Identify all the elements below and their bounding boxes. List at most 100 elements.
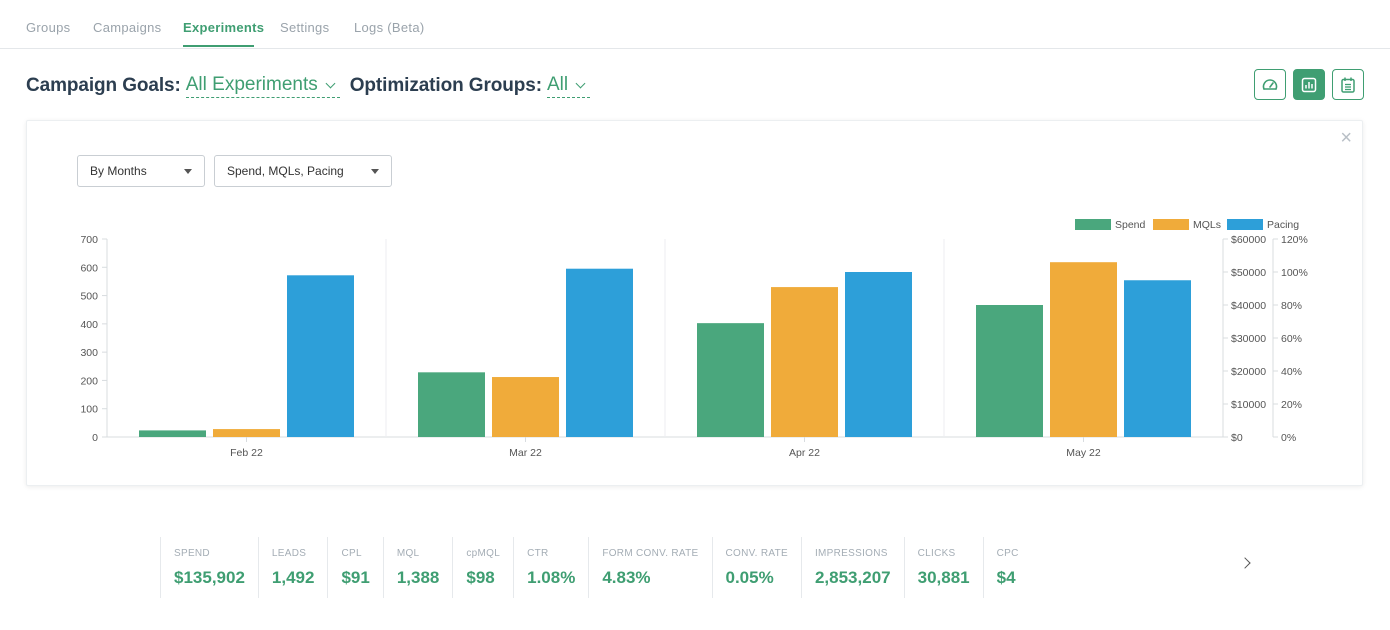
optimization-groups-label: Optimization Groups: xyxy=(349,75,542,96)
caret-down-icon xyxy=(371,168,379,174)
y-right-percent-tick-label: 80% xyxy=(1281,300,1302,312)
stat-cpc: CPC $4 xyxy=(982,537,1032,598)
campaign-goals-value: All Experiments xyxy=(185,74,318,95)
stat-label: cpMQL xyxy=(466,548,501,559)
legend-swatch-pacing xyxy=(1227,219,1263,230)
y-right-percent-tick-label: 120% xyxy=(1281,234,1308,246)
bar-chart-icon xyxy=(1301,77,1317,92)
legend-swatch-mqls xyxy=(1153,219,1189,230)
y-left-tick-label: 200 xyxy=(80,375,98,387)
stat-value: $135,902 xyxy=(174,568,245,587)
stats-strip: SPEND $135,902 LEADS 1,492 CPL $91 MQL 1,388 cpM… xyxy=(160,537,1032,598)
stat-label: LEADS xyxy=(271,548,307,559)
tab-settings[interactable]: Settings xyxy=(280,20,330,35)
stat-spend: SPEND $135,902 xyxy=(160,537,258,598)
bar-mqls-feb-22 xyxy=(213,429,280,437)
stat-value: 1.08% xyxy=(527,568,576,587)
y-left-tick-label: 100 xyxy=(80,404,98,416)
tab-logs[interactable]: Logs (Beta) xyxy=(354,20,425,35)
y-left-tick-label: 400 xyxy=(80,319,98,331)
y-right-currency-tick-label: $50000 xyxy=(1231,267,1266,279)
bar-spend-apr-22 xyxy=(697,323,764,437)
y-right-currency-tick-label: $60000 xyxy=(1231,234,1266,246)
campaign-goals-label: Campaign Goals: xyxy=(26,75,181,96)
stat-cpmql: cpMQL $98 xyxy=(452,537,513,598)
y-right-percent-tick-label: 0% xyxy=(1281,432,1296,444)
stat-cpl: CPL $91 xyxy=(327,537,382,598)
campaign-goals-dropdown[interactable]: All Experiments xyxy=(185,74,340,98)
y-right-percent-tick-label: 40% xyxy=(1281,366,1302,378)
optimization-groups-dropdown[interactable]: All xyxy=(546,74,591,98)
gauge-icon xyxy=(1262,78,1278,90)
stat-value: $4 xyxy=(996,568,1016,587)
x-tick-label: Apr 22 xyxy=(789,447,820,459)
stat-value: 1,492 xyxy=(271,568,315,587)
legend-label-mqls: MQLs xyxy=(1193,219,1221,231)
stat-impressions: IMPRESSIONS 2,853,207 xyxy=(800,537,904,598)
y-left-tick-label: 700 xyxy=(80,234,98,246)
chart-view-button[interactable] xyxy=(1293,69,1325,100)
stat-value: 1,388 xyxy=(396,568,440,587)
y-right-currency-tick-label: $0 xyxy=(1231,432,1243,444)
bar-pacing-apr-22 xyxy=(845,272,912,437)
y-right-currency-tick-label: $30000 xyxy=(1231,333,1266,345)
legend-label-spend: Spend xyxy=(1115,219,1146,231)
tab-experiments[interactable]: Experiments xyxy=(183,20,265,35)
gauge-view-button[interactable] xyxy=(1254,69,1286,100)
stat-value: 2,853,207 xyxy=(814,568,891,587)
metrics-select[interactable]: Spend, MQLs, Pacing xyxy=(214,155,392,187)
stat-mql: MQL 1,388 xyxy=(382,537,453,598)
stat-conv-rate: CONV. RATE 0.05% xyxy=(711,537,801,598)
bar-pacing-feb-22 xyxy=(287,275,354,437)
stat-leads: LEADS 1,492 xyxy=(257,537,328,598)
stat-label: CTR xyxy=(527,548,549,559)
calendar-view-button[interactable] xyxy=(1332,69,1364,100)
chevron-down-icon xyxy=(575,78,586,88)
legend-label-pacing: Pacing xyxy=(1267,219,1299,231)
bar-chart: 0 100 200 300 400 500 600 700 $0 $10000 $20000 $300… xyxy=(80,219,1308,459)
tab-groups[interactable]: Groups xyxy=(26,20,71,35)
stat-label: CONV. RATE xyxy=(725,548,788,559)
x-tick-label: May 22 xyxy=(1066,447,1101,459)
calendar-list-icon xyxy=(1341,77,1355,93)
metrics-select-value: Spend, MQLs, Pacing xyxy=(227,164,344,178)
y-right-currency-tick-label: $40000 xyxy=(1231,300,1266,312)
y-right-percent-tick-label: 60% xyxy=(1281,333,1302,345)
legend-swatch-spend xyxy=(1075,219,1111,230)
stat-label: CPL xyxy=(341,548,362,559)
bar-spend-may-22 xyxy=(976,305,1043,437)
stat-label: IMPRESSIONS xyxy=(814,548,888,559)
stat-clicks: CLICKS 30,881 xyxy=(903,537,983,598)
y-right-percent-tick-label: 20% xyxy=(1281,399,1302,411)
filter-bar: Campaign Goals: All Experiments Optimiza… xyxy=(26,73,591,99)
stat-label: CLICKS xyxy=(917,548,956,559)
chart-card: × By Months Spend, MQLs, Pacing 0 100 200 3… xyxy=(26,120,1363,486)
stat-ctr: CTR 1.08% xyxy=(513,537,588,598)
tab-campaigns[interactable]: Campaigns xyxy=(93,20,162,35)
bar-spend-mar-22 xyxy=(418,372,485,437)
x-tick-label: Feb 22 xyxy=(230,447,263,459)
stat-value: 4.83% xyxy=(602,568,651,587)
x-tick-label: Mar 22 xyxy=(509,447,542,459)
stat-value: $91 xyxy=(341,568,370,587)
stat-label: CPC xyxy=(996,548,1019,559)
caret-down-icon xyxy=(184,168,192,174)
bar-mqls-apr-22 xyxy=(771,287,838,437)
optimization-groups-value: All xyxy=(546,74,569,95)
period-select-value: By Months xyxy=(90,164,147,178)
nav-tabs: Groups Campaigns Experiments Settings Lo… xyxy=(0,0,1390,49)
bar-mqls-mar-22 xyxy=(492,377,559,437)
close-icon[interactable]: × xyxy=(1340,127,1352,149)
y-right-currency-tick-label: $20000 xyxy=(1231,366,1266,378)
chevron-right-icon[interactable] xyxy=(1239,557,1251,569)
stat-value: 30,881 xyxy=(917,568,970,587)
y-left-tick-label: 600 xyxy=(80,262,98,274)
y-left-tick-label: 300 xyxy=(80,347,98,359)
period-select[interactable]: By Months xyxy=(77,155,205,187)
active-tab-indicator xyxy=(183,45,254,47)
bar-pacing-mar-22 xyxy=(566,268,633,437)
chevron-down-icon xyxy=(325,78,336,88)
y-left-tick-label: 0 xyxy=(92,432,98,444)
stat-value: $98 xyxy=(466,568,495,587)
bar-mqls-may-22 xyxy=(1050,262,1117,437)
